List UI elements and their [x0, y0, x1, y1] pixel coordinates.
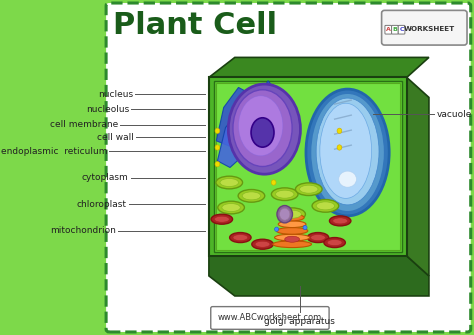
Ellipse shape: [233, 234, 248, 241]
Text: mitochondrion: mitochondrion: [50, 226, 116, 236]
Text: golgi apparatus: golgi apparatus: [264, 317, 335, 326]
Ellipse shape: [238, 190, 265, 202]
Ellipse shape: [329, 216, 351, 226]
Polygon shape: [209, 256, 429, 296]
Ellipse shape: [327, 240, 342, 246]
Ellipse shape: [320, 103, 372, 198]
Polygon shape: [216, 83, 401, 250]
Ellipse shape: [283, 210, 301, 218]
Ellipse shape: [337, 145, 342, 150]
Ellipse shape: [214, 216, 229, 222]
Polygon shape: [214, 81, 402, 252]
Ellipse shape: [276, 227, 308, 234]
Ellipse shape: [278, 221, 306, 227]
Text: chloroplast: chloroplast: [77, 200, 127, 209]
Ellipse shape: [220, 179, 238, 187]
Ellipse shape: [228, 84, 301, 174]
Ellipse shape: [279, 208, 305, 220]
Ellipse shape: [316, 202, 335, 210]
Ellipse shape: [285, 236, 300, 242]
Text: www.ABCworksheet.com: www.ABCworksheet.com: [218, 314, 322, 323]
Polygon shape: [209, 57, 429, 77]
Ellipse shape: [310, 93, 384, 212]
Ellipse shape: [222, 204, 240, 211]
Ellipse shape: [312, 200, 339, 212]
Ellipse shape: [277, 206, 292, 223]
Ellipse shape: [324, 238, 346, 248]
Text: cell wall: cell wall: [97, 133, 134, 142]
Ellipse shape: [211, 214, 233, 224]
Ellipse shape: [306, 89, 389, 216]
Text: A: A: [386, 27, 391, 32]
Ellipse shape: [303, 225, 307, 230]
Ellipse shape: [252, 239, 273, 249]
Ellipse shape: [274, 234, 310, 241]
Polygon shape: [407, 77, 429, 276]
Polygon shape: [216, 81, 285, 147]
Ellipse shape: [333, 218, 347, 224]
Text: WORKSHEET: WORKSHEET: [404, 26, 456, 32]
Text: Plant Cell: Plant Cell: [113, 11, 277, 40]
Ellipse shape: [295, 183, 322, 196]
Text: vacuole: vacuole: [437, 110, 472, 119]
FancyBboxPatch shape: [385, 25, 392, 34]
Ellipse shape: [216, 176, 243, 189]
FancyBboxPatch shape: [398, 25, 405, 34]
Ellipse shape: [255, 241, 270, 247]
Polygon shape: [209, 77, 407, 256]
Ellipse shape: [229, 232, 251, 243]
Ellipse shape: [274, 227, 279, 231]
Ellipse shape: [316, 98, 379, 205]
Text: cell membrane: cell membrane: [50, 120, 119, 129]
Text: C: C: [399, 27, 404, 32]
Ellipse shape: [251, 118, 274, 147]
Text: B: B: [392, 27, 397, 32]
Ellipse shape: [242, 192, 261, 200]
Ellipse shape: [280, 214, 304, 221]
Polygon shape: [218, 104, 282, 168]
Ellipse shape: [282, 234, 303, 244]
Ellipse shape: [238, 96, 283, 156]
Text: nucleolus: nucleolus: [86, 105, 129, 114]
FancyBboxPatch shape: [106, 3, 471, 332]
Ellipse shape: [218, 201, 245, 214]
Ellipse shape: [337, 128, 342, 133]
Ellipse shape: [339, 171, 356, 187]
Ellipse shape: [272, 188, 298, 201]
Text: nucleus: nucleus: [98, 89, 133, 98]
Text: cytoplasm: cytoplasm: [82, 173, 128, 182]
Ellipse shape: [215, 161, 220, 167]
Ellipse shape: [215, 145, 220, 150]
Text: endoplasmic  reticulum: endoplasmic reticulum: [1, 147, 107, 156]
FancyBboxPatch shape: [211, 307, 329, 329]
Ellipse shape: [300, 185, 318, 193]
FancyBboxPatch shape: [392, 25, 398, 34]
FancyBboxPatch shape: [382, 10, 467, 45]
Ellipse shape: [307, 232, 329, 243]
Ellipse shape: [233, 90, 292, 166]
Ellipse shape: [310, 234, 325, 241]
Ellipse shape: [275, 190, 294, 198]
Ellipse shape: [215, 128, 220, 133]
Ellipse shape: [280, 208, 290, 220]
Ellipse shape: [271, 180, 276, 185]
Ellipse shape: [273, 241, 311, 248]
